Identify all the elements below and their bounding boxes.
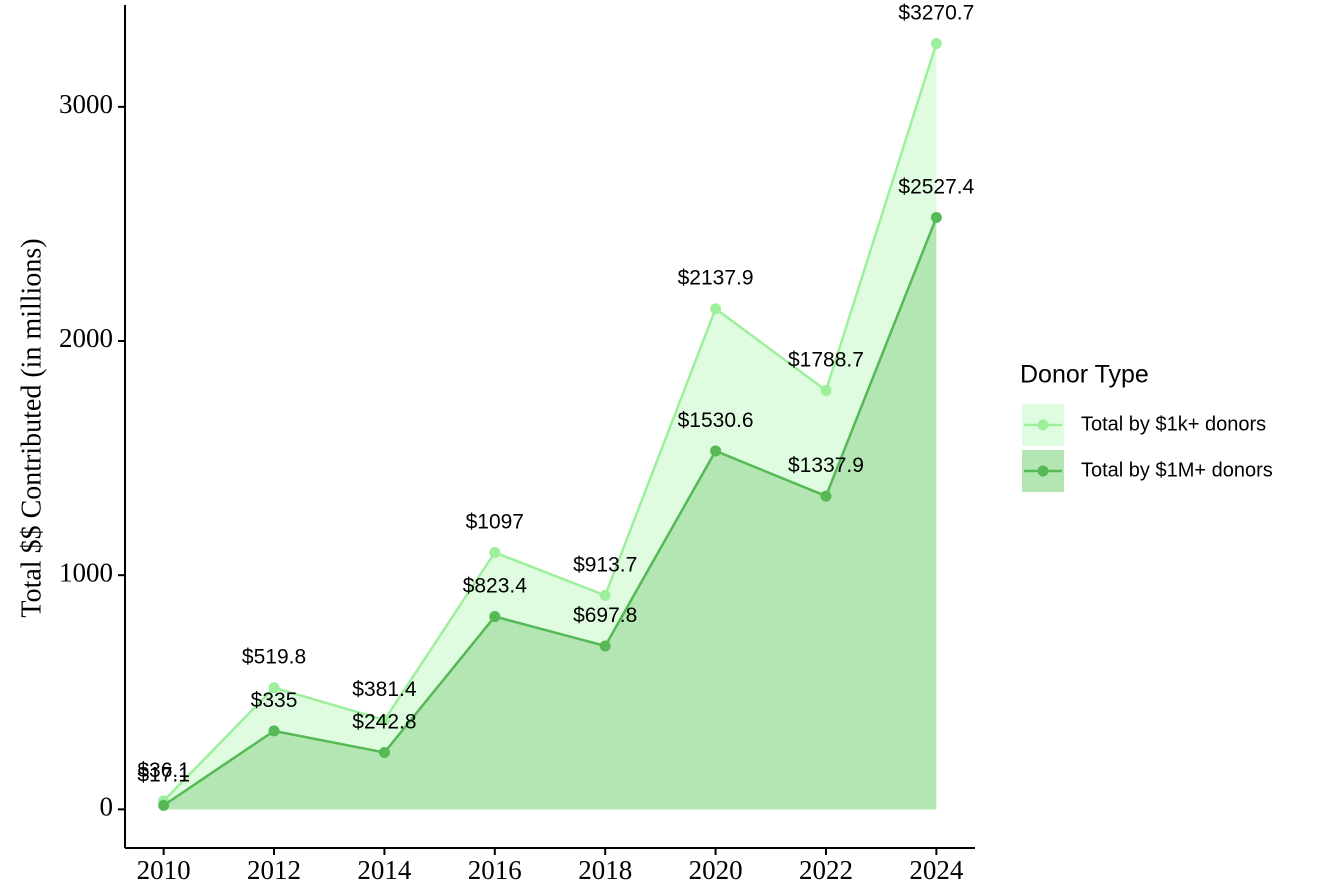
- x-tick-label: 2020: [689, 855, 743, 885]
- y-tick-label: 2000: [59, 323, 113, 353]
- data-label: $2137.9: [678, 267, 754, 290]
- point: [930, 212, 942, 224]
- y-tick-label: 3000: [59, 89, 113, 119]
- point: [599, 640, 611, 652]
- x-tick-label: 2016: [468, 855, 522, 885]
- x-tick-label: 2012: [247, 855, 301, 885]
- data-label: $242.8: [352, 711, 416, 734]
- data-label: $1337.9: [788, 454, 864, 477]
- data-label: $1097: [466, 510, 524, 533]
- data-label: $17.1: [137, 763, 190, 786]
- point: [378, 714, 390, 726]
- data-label: $335: [251, 689, 298, 712]
- data-label: $3270.7: [898, 1, 974, 24]
- data-label: $2527.4: [898, 176, 974, 199]
- data-label: $519.8: [242, 646, 306, 669]
- x-tick-label: 2010: [137, 855, 191, 885]
- y-tick-label: 0: [100, 792, 114, 822]
- y-axis-title: Total $$ Contributed (in millions): [16, 238, 47, 617]
- data-label: $697.8: [573, 604, 637, 627]
- x-tick-label: 2024: [909, 855, 964, 885]
- data-label: $1788.7: [788, 349, 864, 372]
- data-label: $823.4: [463, 575, 528, 598]
- data-label: $36.1: [137, 759, 190, 782]
- line: [162, 217, 938, 807]
- legend-label: Total by $1M+ donors: [1081, 459, 1273, 481]
- point: [930, 37, 942, 49]
- point: [378, 747, 390, 759]
- point: [158, 799, 170, 811]
- legend-title: Donor Type: [1020, 361, 1149, 389]
- point: [268, 682, 280, 694]
- x-tick-label: 2018: [578, 855, 632, 885]
- y-tick-label: 1000: [59, 557, 113, 587]
- legend-label: Total by $1k+ donors: [1081, 413, 1266, 435]
- point: [710, 445, 722, 457]
- point: [820, 490, 832, 502]
- line: [162, 43, 938, 802]
- point: [268, 725, 280, 737]
- data-label: $1530.6: [678, 409, 754, 432]
- point: [489, 546, 501, 558]
- point: [710, 303, 722, 315]
- legend-point: [1037, 419, 1049, 431]
- point: [820, 385, 832, 397]
- x-tick-label: 2014: [357, 855, 412, 885]
- x-tick-label: 2022: [799, 855, 853, 885]
- area: [163, 217, 937, 810]
- point: [599, 589, 611, 601]
- point: [489, 611, 501, 623]
- data-label: $381.4: [352, 678, 417, 701]
- legend-point: [1037, 465, 1049, 477]
- data-label: $913.7: [573, 553, 637, 576]
